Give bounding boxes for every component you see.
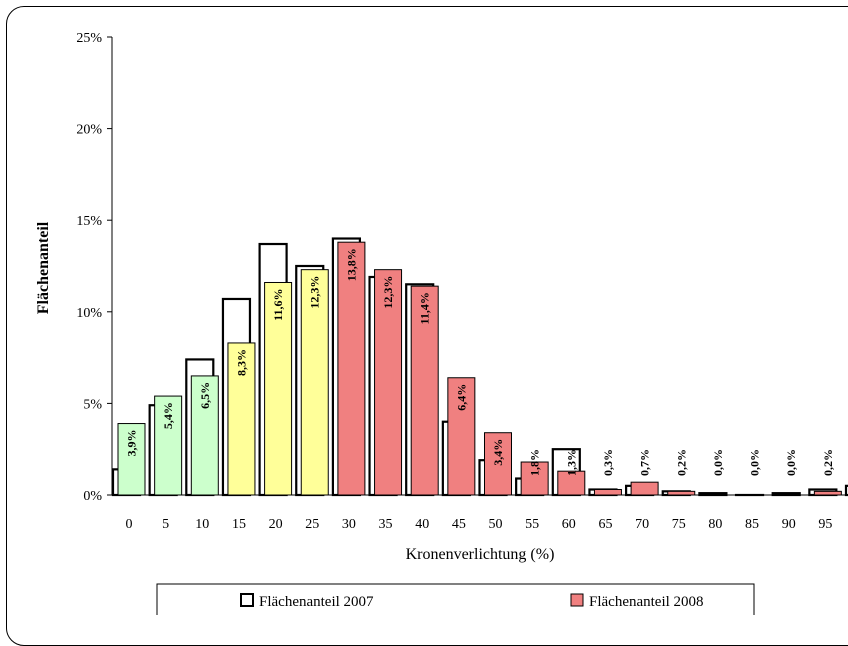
x-tick-label: 90	[782, 517, 796, 532]
data-label: 0,0%	[748, 449, 762, 476]
x-tick-label: 25	[305, 517, 319, 532]
x-tick-label: 40	[415, 517, 429, 532]
y-tick-label: 20%	[76, 123, 102, 138]
data-label: 0,0%	[711, 449, 725, 476]
bar-2008	[814, 491, 841, 495]
x-axis-ticks: 0510152025303540455055606570758085909510…	[126, 517, 848, 532]
x-axis-title: Kronenverlichtung (%)	[406, 546, 555, 563]
data-label: 1,3%	[564, 449, 578, 476]
data-label: 0,0%	[784, 449, 798, 476]
y-tick-label: 0%	[83, 489, 102, 504]
x-tick-label: 15	[232, 517, 246, 532]
y-axis-title: Flächenanteil	[35, 221, 52, 314]
y-tick-label: 15%	[76, 214, 102, 229]
bar-chart: 0% 5% 10% 15% 20% 25% 3,9% 5,4% 6,5% 8,3% 11,6% 12…	[0, 0, 848, 615]
x-tick-label: 75	[672, 517, 686, 532]
data-label: 0,7%	[638, 449, 652, 476]
bar-2008	[668, 491, 695, 495]
y-axis-ticks: 0% 5% 10% 15% 20% 25%	[76, 31, 112, 504]
data-label: 0,3%	[601, 449, 615, 476]
bars: 3,9% 5,4% 6,5% 8,3% 11,6% 12,3% 13,8% 12,3% 11,4…	[113, 239, 848, 495]
x-tick-label: 60	[562, 517, 576, 532]
legend: Flächenanteil 2007 Flächenanteil 2008	[157, 584, 754, 615]
x-tick-label: 20	[269, 517, 283, 532]
data-label: 12,3%	[381, 276, 395, 309]
legend-swatch-2008	[571, 594, 583, 606]
data-label: 8,3%	[234, 349, 248, 376]
x-tick-label: 70	[635, 517, 649, 532]
x-tick-label: 50	[489, 517, 503, 532]
x-tick-label: 55	[525, 517, 539, 532]
x-tick-label: 0	[126, 517, 133, 532]
data-label: 1,8%	[528, 449, 542, 476]
x-tick-label: 5	[162, 517, 169, 532]
data-label: 5,4%	[161, 402, 175, 429]
data-label: 3,4%	[491, 439, 505, 466]
data-label: 3,9%	[125, 430, 139, 457]
x-tick-label: 35	[379, 517, 393, 532]
x-tick-label: 95	[818, 517, 832, 532]
data-label: 11,6%	[271, 288, 285, 320]
bar-2008	[594, 490, 621, 495]
legend-label-2007: Flächenanteil 2007	[259, 594, 374, 610]
data-label: 6,4%	[454, 384, 468, 411]
data-label: 6,5%	[198, 382, 212, 409]
x-tick-label: 85	[745, 517, 759, 532]
y-tick-label: 25%	[76, 31, 102, 46]
y-tick-label: 5%	[83, 397, 102, 412]
x-tick-label: 10	[195, 517, 209, 532]
x-tick-label: 30	[342, 517, 356, 532]
legend-label-2008: Flächenanteil 2008	[589, 594, 704, 610]
data-label: 0,2%	[821, 449, 835, 476]
legend-swatch-2007	[241, 594, 253, 606]
bar-2008	[631, 482, 658, 495]
data-label: 11,4%	[418, 292, 432, 324]
x-tick-label: 45	[452, 517, 466, 532]
x-tick-label: 80	[708, 517, 722, 532]
data-label: 0,2%	[674, 449, 688, 476]
data-label: 13,8%	[344, 248, 358, 281]
x-tick-label: 65	[598, 517, 612, 532]
data-label: 12,3%	[308, 276, 322, 309]
y-tick-label: 10%	[76, 306, 102, 321]
